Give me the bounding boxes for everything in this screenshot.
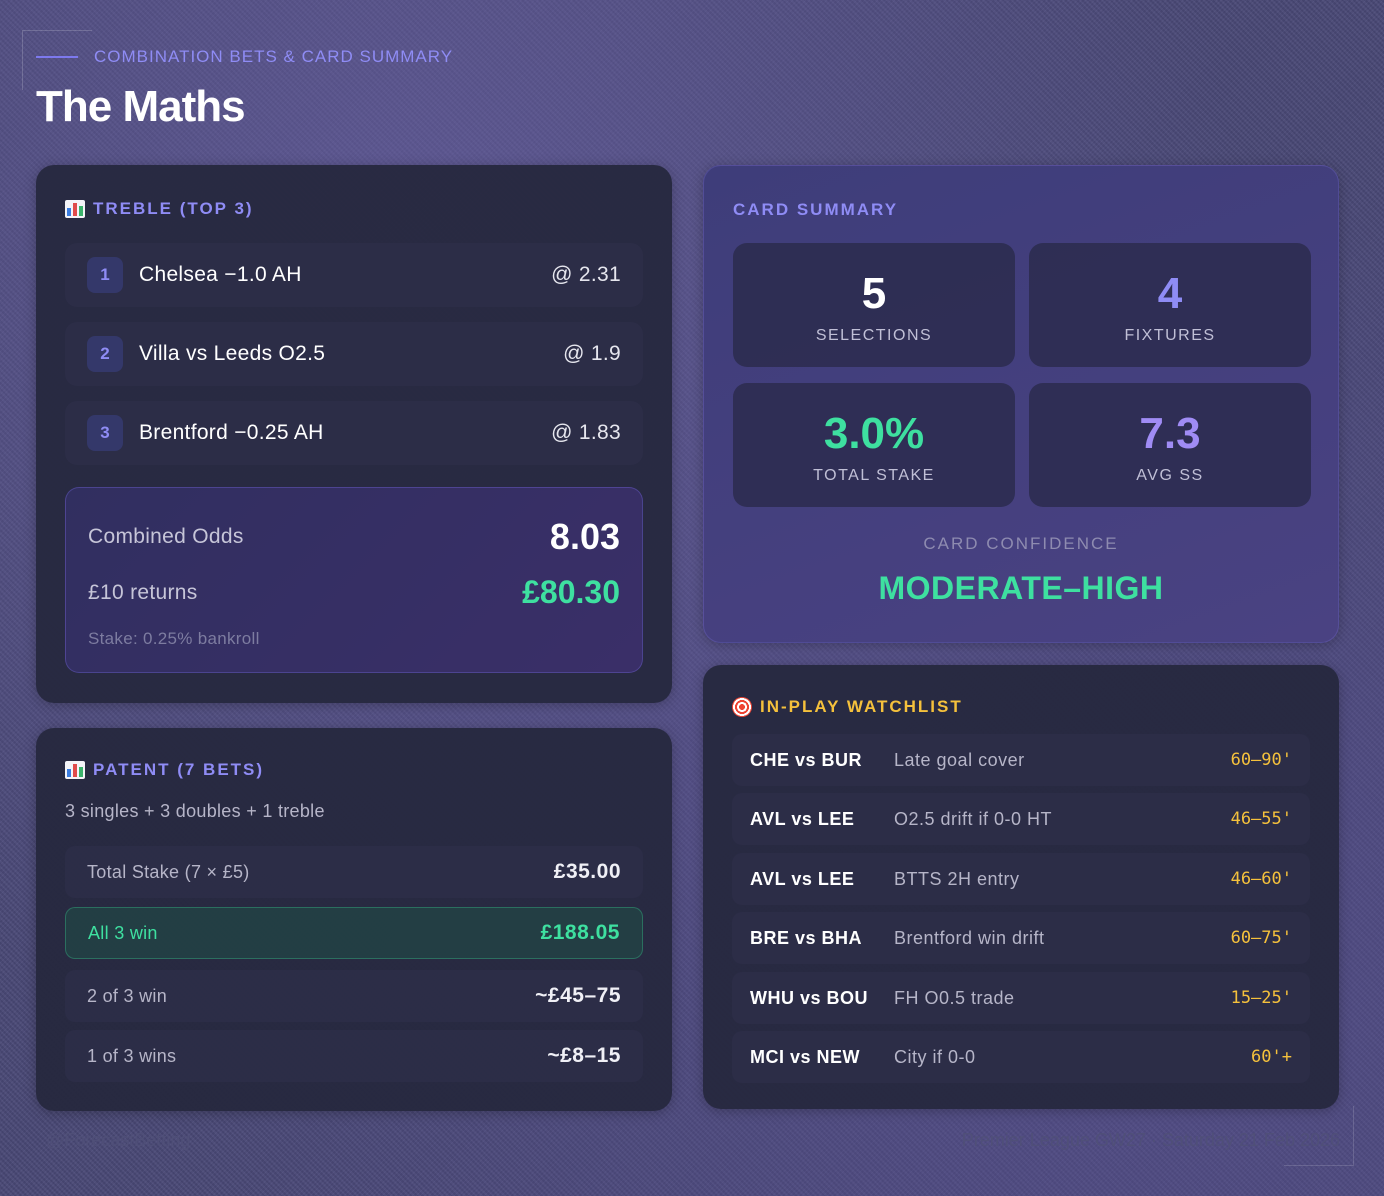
combined-odds-value: 8.03 [549,516,620,557]
leg-selection: Chelsea −1.0 AH [139,263,302,286]
combined-odds-panel: Combined Odds 8.03 £10 returns £80.30 St… [65,487,643,673]
confidence-value: MODERATE–HIGH [878,570,1164,606]
watch-time: 46–55' [1230,809,1292,829]
watchlist-row: CHE vs BUR Late goal cover 60–90' [732,734,1310,786]
leg-number: 2 [87,336,123,372]
patent-row: 2 of 3 win ~£45–75 [65,970,643,1022]
watch-time: 15–25' [1230,988,1292,1008]
treble-heading-text: TREBLE (TOP 3) [93,199,254,218]
watch-description: O2.5 drift if 0-0 HT [894,808,1053,829]
patent-row-label: Total Stake (7 × £5) [87,861,250,882]
watch-fixture: BRE vs BHA [750,927,863,948]
footer-handle: @ForecastBetting [46,1130,191,1150]
summary-heading-text: CARD SUMMARY [733,200,899,219]
stat-label: TOTAL STAKE [813,467,935,484]
watch-time: 60–75' [1230,928,1292,948]
patent-subtitle: 3 singles + 3 doubles + 1 treble [65,801,325,821]
patent-row-label: 1 of 3 wins [87,1045,177,1066]
patent-row-highlight: All 3 win £188.05 [65,907,643,959]
stat-tile: 5 SELECTIONS [733,243,1015,367]
watchlist-row: MCI vs NEW City if 0-0 60'+ [732,1031,1310,1083]
card-summary: CARD SUMMARY 5 SELECTIONS 4 FIXTURES 3.0… [703,165,1339,643]
stat-value: 5 [861,269,887,318]
eyebrow-line [36,56,78,58]
leg-number: 3 [87,415,123,451]
frame-corner [22,30,92,90]
watchlist-heading: IN-PLAY WATCHLIST [732,697,963,717]
watch-description: FH O0.5 trade [894,987,1015,1008]
patent-heading: PATENT (7 BETS) [65,760,264,780]
target-icon [732,697,752,717]
stake-note: Stake: 0.25% bankroll [88,629,260,648]
watch-description: Late goal cover [894,749,1025,770]
footer-matchday: Premier League GW27 · Saturday 21 Feb 20… [961,1130,1340,1150]
stat-tile: 4 FIXTURES [1029,243,1311,367]
patent-row-value: £188.05 [540,921,620,944]
watch-time: 46–60' [1230,869,1292,889]
watchlist-row: AVL vs LEE O2.5 drift if 0-0 HT 46–55' [732,793,1310,845]
watch-description: BTTS 2H entry [894,868,1020,889]
watchlist-heading-text: IN-PLAY WATCHLIST [760,697,963,716]
treble-leg: 2 Villa vs Leeds O2.5 @ 1.9 [65,322,643,386]
stat-label: SELECTIONS [815,327,933,344]
treble-card: TREBLE (TOP 3) 1 Chelsea −1.0 AH @ 2.31 … [36,165,672,703]
confidence-label: CARD CONFIDENCE [923,534,1119,553]
leg-odds: @ 2.31 [551,263,621,286]
leg-selection: Brentford −0.25 AH [139,421,324,444]
patent-row-value: ~£8–15 [547,1044,621,1067]
watch-fixture: MCI vs NEW [750,1046,861,1067]
watch-time: 60–90' [1230,750,1292,770]
page-title: The Maths [36,82,246,131]
bar-chart-icon [65,200,85,218]
patent-row: 1 of 3 wins ~£8–15 [65,1030,643,1082]
returns-label: £10 returns [88,580,198,604]
stat-value: 4 [1157,269,1183,318]
inplay-watchlist-card: IN-PLAY WATCHLIST CHE vs BUR Late goal c… [703,665,1339,1109]
watchlist-row: AVL vs LEE BTTS 2H entry 46–60' [732,853,1310,905]
watch-fixture: CHE vs BUR [750,749,863,770]
leg-odds: @ 1.83 [551,421,621,444]
eyebrow: COMBINATION BETS & CARD SUMMARY [36,47,453,67]
watch-fixture: WHU vs BOU [750,987,869,1008]
stat-label: FIXTURES [1124,327,1216,344]
watchlist-row: WHU vs BOU FH O0.5 trade 15–25' [732,972,1310,1024]
stat-value: 3.0% [823,409,925,458]
combined-odds-row: Combined Odds 8.03 [88,516,620,558]
watch-fixture: AVL vs LEE [750,808,855,829]
patent-row: Total Stake (7 × £5) £35.00 [65,846,643,898]
watch-time: 60'+ [1251,1047,1292,1067]
stat-value: 7.3 [1139,409,1201,458]
watchlist-row: BRE vs BHA Brentford win drift 60–75' [732,912,1310,964]
patent-row-value: ~£45–75 [535,984,621,1007]
leg-number: 1 [87,257,123,293]
leg-selection: Villa vs Leeds O2.5 [139,342,326,365]
returns-value: £80.30 [522,574,620,610]
patent-row-value: £35.00 [553,860,621,883]
frame-corner [1284,1106,1354,1166]
leg-odds: @ 1.9 [563,342,621,365]
eyebrow-text: COMBINATION BETS & CARD SUMMARY [94,47,454,66]
patent-heading-text: PATENT (7 BETS) [93,760,265,779]
combined-odds-label: Combined Odds [88,525,244,548]
treble-heading: TREBLE (TOP 3) [65,199,254,219]
stat-tile: 3.0% TOTAL STAKE [733,383,1015,507]
watch-description: City if 0-0 [894,1046,976,1067]
returns-row: £10 returns £80.30 [88,574,620,611]
watch-description: Brentford win drift [894,927,1045,948]
stat-label: AVG SS [1136,467,1204,484]
summary-heading: CARD SUMMARY [733,200,898,220]
patent-row-label: 2 of 3 win [87,985,168,1006]
bar-chart-icon [65,761,85,779]
treble-leg: 3 Brentford −0.25 AH @ 1.83 [65,401,643,465]
patent-card: PATENT (7 BETS) 3 singles + 3 doubles + … [36,728,672,1111]
stat-tile: 7.3 AVG SS [1029,383,1311,507]
watch-fixture: AVL vs LEE [750,868,855,889]
treble-leg: 1 Chelsea −1.0 AH @ 2.31 [65,243,643,307]
patent-row-label: All 3 win [88,922,158,943]
